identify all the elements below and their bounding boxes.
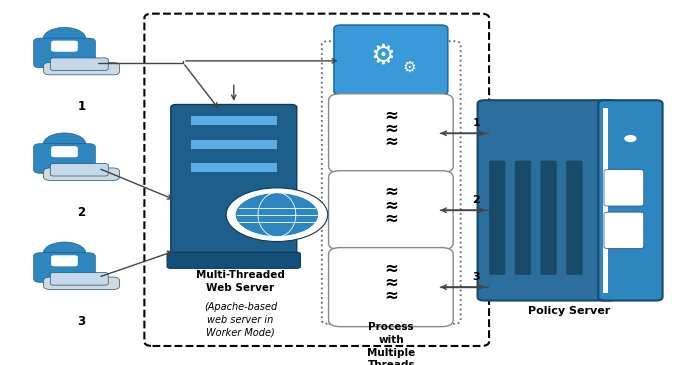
Text: ⚙: ⚙ xyxy=(403,59,417,74)
Text: 2: 2 xyxy=(473,195,480,205)
Text: 1: 1 xyxy=(77,100,86,113)
FancyBboxPatch shape xyxy=(50,273,108,285)
Text: Multi-Threaded
Web Server: Multi-Threaded Web Server xyxy=(196,270,285,293)
FancyBboxPatch shape xyxy=(329,247,453,327)
Text: ≈: ≈ xyxy=(384,260,398,278)
Circle shape xyxy=(43,133,86,155)
Text: ≈: ≈ xyxy=(384,133,398,151)
FancyBboxPatch shape xyxy=(34,38,95,68)
FancyBboxPatch shape xyxy=(598,100,663,300)
Text: ≈: ≈ xyxy=(384,287,398,305)
Text: ≈: ≈ xyxy=(384,210,398,228)
FancyBboxPatch shape xyxy=(34,253,95,283)
FancyBboxPatch shape xyxy=(34,143,95,173)
Circle shape xyxy=(625,136,636,141)
Text: 3: 3 xyxy=(77,315,86,328)
FancyBboxPatch shape xyxy=(566,161,583,275)
FancyBboxPatch shape xyxy=(191,116,277,125)
FancyBboxPatch shape xyxy=(51,146,78,157)
FancyBboxPatch shape xyxy=(604,212,644,249)
Text: ≈: ≈ xyxy=(384,274,398,292)
FancyBboxPatch shape xyxy=(51,255,78,266)
Text: ≈: ≈ xyxy=(384,120,398,138)
Text: 2: 2 xyxy=(77,206,86,219)
Text: 1: 1 xyxy=(473,118,480,128)
FancyBboxPatch shape xyxy=(489,161,505,275)
FancyBboxPatch shape xyxy=(329,94,453,173)
Text: ⚙: ⚙ xyxy=(370,42,395,70)
Text: 3: 3 xyxy=(473,272,480,282)
FancyBboxPatch shape xyxy=(603,108,608,293)
FancyBboxPatch shape xyxy=(477,100,616,300)
Circle shape xyxy=(43,242,86,265)
FancyBboxPatch shape xyxy=(44,168,120,180)
Text: Process
with
Multiple
Threads: Process with Multiple Threads xyxy=(367,322,415,365)
Circle shape xyxy=(235,192,319,237)
FancyBboxPatch shape xyxy=(515,161,531,275)
FancyBboxPatch shape xyxy=(44,277,120,289)
Text: ≈: ≈ xyxy=(384,107,398,124)
FancyBboxPatch shape xyxy=(171,104,296,261)
FancyBboxPatch shape xyxy=(329,171,453,250)
FancyBboxPatch shape xyxy=(191,163,277,172)
Text: (Apache-based
web server in
Worker Mode): (Apache-based web server in Worker Mode) xyxy=(204,302,277,338)
FancyBboxPatch shape xyxy=(50,164,108,176)
Circle shape xyxy=(226,188,328,242)
FancyBboxPatch shape xyxy=(604,170,644,206)
Circle shape xyxy=(43,27,86,50)
Text: ≈: ≈ xyxy=(384,183,398,201)
FancyBboxPatch shape xyxy=(167,252,301,268)
FancyBboxPatch shape xyxy=(50,58,108,70)
Text: Policy Server: Policy Server xyxy=(528,306,610,316)
FancyBboxPatch shape xyxy=(44,62,120,75)
FancyBboxPatch shape xyxy=(51,41,78,52)
FancyBboxPatch shape xyxy=(334,25,448,95)
Text: ≈: ≈ xyxy=(384,197,398,215)
FancyBboxPatch shape xyxy=(540,161,557,275)
FancyBboxPatch shape xyxy=(191,139,277,149)
